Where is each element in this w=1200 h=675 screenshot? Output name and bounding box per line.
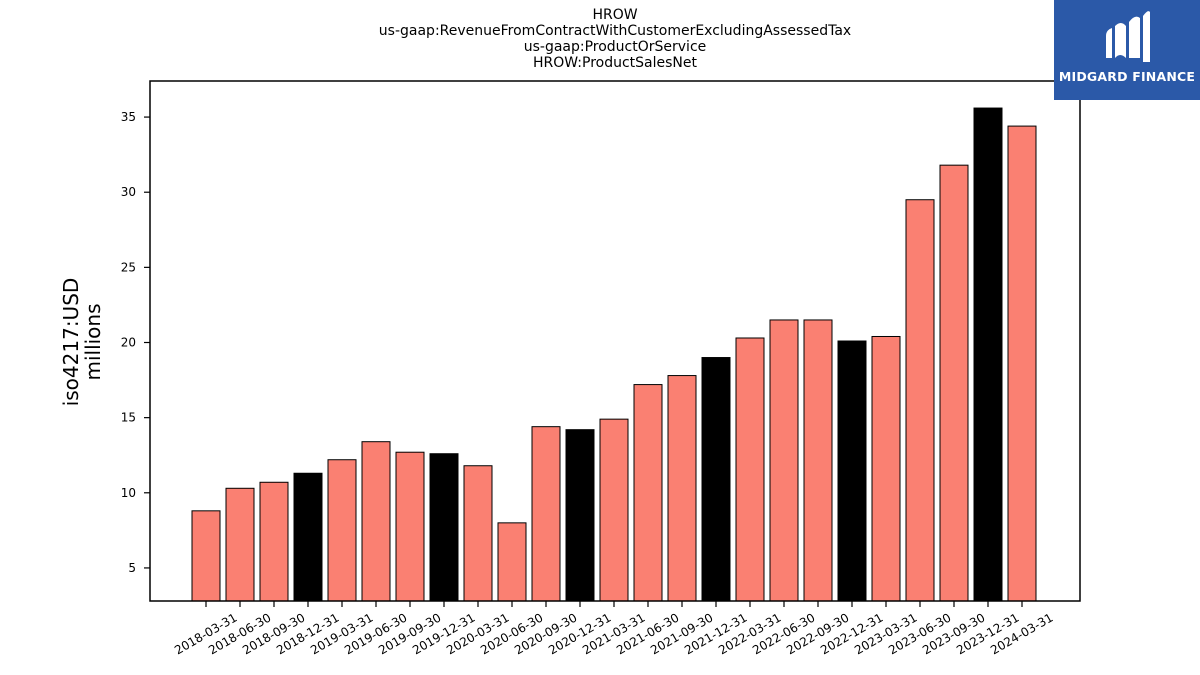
bar-2019-06-30 xyxy=(361,441,391,602)
bar-2023-12-31 xyxy=(973,107,1003,602)
bar-2022-03-31 xyxy=(735,337,765,602)
bar-2020-03-31 xyxy=(463,465,493,602)
title-line-concept: us-gaap:RevenueFromContractWithCustomerE… xyxy=(378,23,852,39)
bar-2021-09-30 xyxy=(667,375,697,602)
y-tick-label-35: 35 xyxy=(121,110,136,124)
bar-2024-03-31 xyxy=(1007,125,1037,602)
bar-2022-09-30 xyxy=(803,319,833,602)
bar-2019-12-31 xyxy=(429,453,459,602)
bar-2023-03-31 xyxy=(871,335,901,602)
plot-frame xyxy=(149,80,1081,602)
bar-2021-06-30 xyxy=(633,384,663,602)
y-tick-label-15: 15 xyxy=(121,411,136,425)
midgard-logo-icon xyxy=(1106,11,1150,63)
bar-2019-09-30 xyxy=(395,451,425,602)
bar-2021-03-31 xyxy=(599,418,629,602)
title-line-axis: us-gaap:ProductOrService xyxy=(523,39,707,55)
bar-2023-06-30 xyxy=(905,199,935,602)
title-line-member: HROW:ProductSalesNet xyxy=(532,55,697,71)
bar-2020-09-30 xyxy=(531,426,561,602)
bar-2022-06-30 xyxy=(769,319,799,602)
y-tick-label-5: 5 xyxy=(128,561,136,575)
bar-2019-03-31 xyxy=(327,459,357,602)
y-tick-label-30: 30 xyxy=(121,185,136,199)
bar-2018-06-30 xyxy=(225,487,255,602)
bar-2018-03-31 xyxy=(191,510,221,602)
bar-2020-12-31 xyxy=(565,429,595,602)
bar-2023-09-30 xyxy=(939,164,969,602)
y-tick-label-10: 10 xyxy=(121,486,136,500)
bar-2018-09-30 xyxy=(259,481,289,602)
bar-2022-12-31 xyxy=(837,340,867,602)
logo-text: MIDGARD FINANCE xyxy=(1058,69,1196,84)
y-tick-label-20: 20 xyxy=(121,336,136,350)
midgard-finance-logo: MIDGARD FINANCE xyxy=(1054,0,1200,100)
title-line-ticker: HROW xyxy=(592,7,638,23)
bar-2021-12-31 xyxy=(701,357,731,602)
bar-2018-12-31 xyxy=(293,472,323,602)
bar-2020-06-30 xyxy=(497,522,527,602)
y-tick-label-25: 25 xyxy=(121,260,136,274)
